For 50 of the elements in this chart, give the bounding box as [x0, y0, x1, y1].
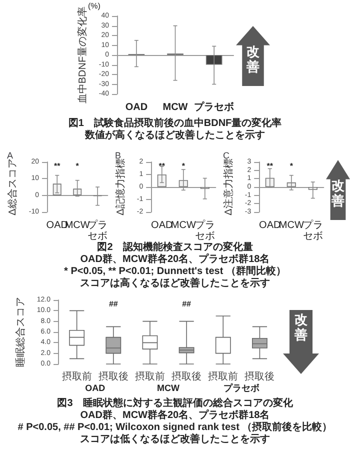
x-tick-label: プラセボ: [302, 219, 323, 242]
annotation: ##: [182, 300, 192, 308]
annotation: ##: [108, 300, 118, 308]
x-tick-label: MCW: [162, 102, 188, 113]
text: 数値が高くなるほど改善したことを示す: [84, 130, 266, 142]
x-tick-label: プラセボ: [194, 219, 215, 242]
x-tick-label: 摂取後: [172, 370, 202, 382]
y-axis-title: Δ記憶力指標: [114, 158, 126, 216]
text: 図1 試験食品摂取前後の血中BDNF量の変化率: [67, 118, 283, 129]
text: OAD: [85, 383, 106, 393]
text: プラセボ: [223, 383, 260, 393]
annotation: *: [76, 162, 80, 170]
x-tick-label: MCW: [278, 220, 304, 231]
arrow-icon: 改善: [283, 310, 319, 374]
x-tick-label: 摂取前: [62, 370, 92, 382]
text: 図2 認知機能検査スコアの変化量: [96, 242, 254, 253]
y-axis-title: 血中BDNF量の変化率: [76, 6, 88, 104]
text: 図3 睡眠状態に対する主観評価の総合スコアの変化: [56, 398, 294, 409]
text: OAD群、MCW群各20名、プラセボ群18名: [79, 254, 271, 266]
x-tick-label: 摂取前: [134, 370, 165, 382]
x-tick-label: 摂取後: [244, 370, 275, 382]
x-tick-label: 摂取後: [98, 370, 128, 382]
x-tick-label: OAD: [151, 220, 173, 231]
annotation: *: [290, 162, 294, 170]
text: OAD群、MCW群各20名、プラセボ群18名: [79, 410, 271, 422]
x-tick-label: OAD: [259, 220, 281, 231]
x-tick-label: MCW: [170, 220, 196, 231]
text: (%): [88, 2, 101, 10]
y-axis-title: Δ注意力指標: [222, 158, 234, 216]
x-tick-label: プラセボ: [88, 219, 108, 242]
x-tick-label: 摂取前: [208, 370, 238, 382]
y-axis-title: Δ総合スコア: [6, 158, 18, 216]
text: スコアは高くなるほど改善したことを示す: [79, 278, 271, 290]
annotation: **: [158, 162, 166, 170]
chart-title: C: [223, 150, 230, 160]
annotation: **: [54, 162, 62, 170]
arrow-icon: 改善: [236, 26, 270, 86]
arrow-icon: 改善: [326, 160, 350, 220]
text: * P<0.05, ** P<0.01; Dunnett's test （群間比較）: [63, 266, 287, 277]
chart-title: A: [7, 150, 14, 160]
bar: [73, 188, 82, 196]
y-axis-title: 睡眠総合スコア: [14, 297, 26, 367]
text: MCW: [157, 383, 180, 393]
x-tick-label: OAD: [125, 102, 148, 113]
text: スコアは低くなるほど改善したことを示す: [79, 434, 271, 446]
x-tick-label: プラセボ: [194, 101, 234, 113]
chart-title: B: [115, 150, 122, 160]
text: # P<0.05, ## P<0.01; Wilcoxon signed rank test （摂取前後を比較）: [16, 422, 334, 433]
annotation: *: [182, 162, 186, 170]
annotation: **: [266, 162, 274, 170]
